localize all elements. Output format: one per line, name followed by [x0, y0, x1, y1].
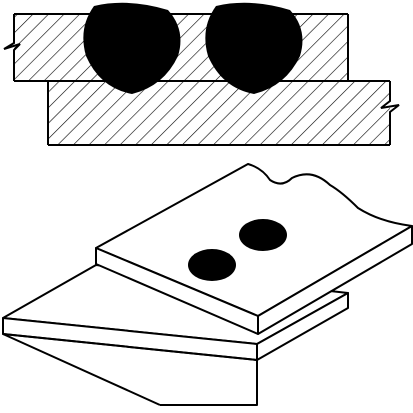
bottom-plate-section	[47, 80, 400, 146]
weld-nugget-left	[83, 2, 181, 94]
bottom-plate-edge	[2, 333, 258, 406]
bottom-plate-hatch	[48, 81, 390, 145]
weld-nugget-right	[205, 2, 303, 94]
top-plate-side-face	[257, 225, 413, 335]
weld-spot-upper	[239, 219, 287, 251]
bottom-plate-break-line	[380, 81, 400, 145]
cross-section-view	[3, 2, 400, 146]
lower-plate-outline	[2, 318, 161, 406]
isometric-view	[2, 163, 413, 406]
weld-spot-lower	[188, 249, 236, 281]
top-plate-break-line	[3, 14, 21, 81]
bottom-plate-side-face	[256, 292, 349, 361]
